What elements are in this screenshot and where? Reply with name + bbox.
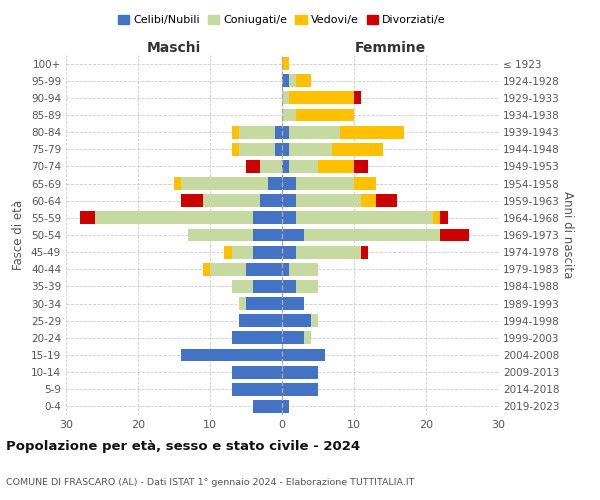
Bar [289,74,296,87]
Bar [282,348,325,362]
Bar [296,74,311,87]
Bar [311,314,318,327]
Bar [296,280,318,293]
Bar [304,228,440,241]
Bar [289,160,318,173]
Bar [289,126,340,138]
Bar [289,92,354,104]
Bar [318,160,354,173]
Bar [174,177,181,190]
Bar [282,246,296,258]
Bar [188,228,253,241]
Bar [181,194,203,207]
Y-axis label: Anni di nascita: Anni di nascita [560,192,574,278]
Bar [282,57,289,70]
Bar [361,194,376,207]
Bar [282,297,304,310]
Bar [282,228,304,241]
Bar [282,126,289,138]
Bar [354,160,368,173]
Bar [282,177,296,190]
Bar [239,143,275,156]
Bar [282,263,289,276]
Bar [296,108,354,122]
Y-axis label: Fasce di età: Fasce di età [13,200,25,270]
Bar [282,74,289,87]
Bar [282,194,296,207]
Bar [282,383,318,396]
Bar [282,332,304,344]
Bar [253,228,282,241]
Bar [203,194,260,207]
Bar [253,212,282,224]
Bar [376,194,397,207]
Bar [232,246,253,258]
Bar [232,280,253,293]
Bar [239,314,282,327]
Bar [296,212,433,224]
Bar [354,177,376,190]
Bar [282,400,289,413]
Bar [282,143,289,156]
Legend: Celibi/Nubili, Coniugati/e, Vedovi/e, Divorziati/e: Celibi/Nubili, Coniugati/e, Vedovi/e, Di… [114,10,450,29]
Bar [332,143,383,156]
Bar [181,348,282,362]
Bar [282,314,311,327]
Text: COMUNE DI FRASCARO (AL) - Dati ISTAT 1° gennaio 2024 - Elaborazione TUTTITALIA.I: COMUNE DI FRASCARO (AL) - Dati ISTAT 1° … [6,478,415,487]
Bar [268,177,282,190]
Bar [253,280,282,293]
Text: Femmine: Femmine [355,41,425,55]
Bar [253,246,282,258]
Bar [95,212,253,224]
Bar [282,108,296,122]
Text: Popolazione per età, sesso e stato civile - 2024: Popolazione per età, sesso e stato civil… [6,440,360,453]
Bar [296,177,354,190]
Bar [224,246,232,258]
Bar [253,400,282,413]
Bar [232,332,282,344]
Bar [232,126,239,138]
Bar [210,263,246,276]
Bar [239,297,246,310]
Bar [296,246,361,258]
Bar [246,297,282,310]
Bar [282,160,289,173]
Bar [296,194,361,207]
Bar [289,263,318,276]
Bar [275,143,282,156]
Bar [282,212,296,224]
Bar [361,246,368,258]
Bar [232,366,282,378]
Bar [282,280,296,293]
Bar [340,126,404,138]
Bar [239,126,275,138]
Bar [203,263,210,276]
Bar [246,263,282,276]
Bar [354,92,361,104]
Bar [232,143,239,156]
Bar [282,366,318,378]
Bar [260,194,282,207]
Bar [232,383,282,396]
Bar [80,212,95,224]
Bar [440,212,448,224]
Bar [181,177,268,190]
Text: Maschi: Maschi [147,41,201,55]
Bar [433,212,440,224]
Bar [304,332,311,344]
Bar [440,228,469,241]
Bar [260,160,282,173]
Bar [275,126,282,138]
Bar [289,143,332,156]
Bar [282,92,289,104]
Bar [246,160,260,173]
